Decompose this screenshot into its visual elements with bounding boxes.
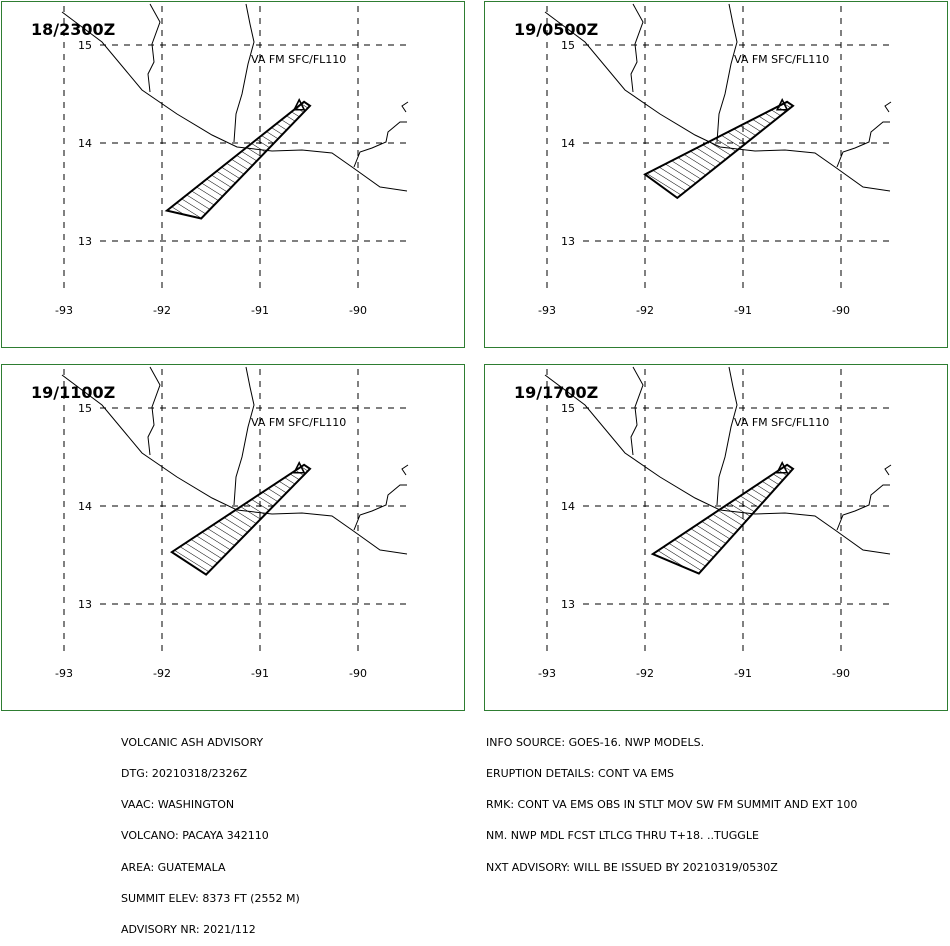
advisory-line: NXT ADVISORY: WILL BE ISSUED BY 20210319…	[486, 860, 778, 874]
longitude-label: -90	[349, 667, 367, 680]
map-canvas: -93 -92 -91 -90 15 14 13	[538, 366, 892, 680]
country-border	[716, 3, 738, 143]
ash-cloud-polygon	[164, 100, 312, 220]
latitude-label: 14	[78, 500, 92, 513]
latitude-label: 15	[561, 39, 575, 52]
advisory-line: DTG: 20210318/2326Z	[121, 767, 248, 781]
advisory-line: VOLCANO: PACAYA 342110	[121, 829, 269, 843]
flight-level-label: VA FM SFC/FL110	[251, 53, 347, 66]
forecast-time-label: 18/2300Z	[31, 20, 116, 39]
country-border	[401, 101, 409, 113]
ash-cloud-polygon	[643, 100, 795, 200]
advisory-line: AREA: GUATEMALA	[121, 860, 226, 874]
map-canvas: -93 -92 -91 -90 15 14 13	[55, 3, 409, 317]
ash-cloud-polygon	[650, 463, 795, 575]
forecast-panel-4: -93 -92 -91 -90 15 14 13 19/1700Z VA FM SFC/FL11…	[484, 364, 948, 711]
flight-level-label: VA FM SFC/FL110	[734, 53, 830, 66]
longitude-label: -90	[832, 304, 850, 317]
country-border	[836, 121, 890, 168]
latitude-label: 14	[561, 500, 575, 513]
advisory-text-right: INFO SOURCE: GOES-16. NWP MODELS. ERUPTI…	[486, 717, 857, 883]
longitude-label: -93	[55, 304, 73, 317]
latitude-label: 15	[561, 402, 575, 415]
advisory-line: RMK: CONT VA EMS OBS IN STLT MOV SW FM S…	[486, 798, 858, 812]
volcano-triangle-icon	[775, 97, 789, 111]
latitude-label: 15	[78, 402, 92, 415]
forecast-time-label: 19/1100Z	[31, 383, 116, 402]
country-border	[233, 3, 255, 143]
country-border	[884, 101, 892, 113]
latitude-label: 15	[78, 39, 92, 52]
advisory-line: SUMMIT ELEV: 8373 FT (2552 M)	[121, 891, 300, 905]
longitude-label: -92	[153, 304, 171, 317]
latitude-label: 13	[78, 235, 92, 248]
latitude-label: 13	[78, 598, 92, 611]
volcano-triangle-icon	[775, 460, 789, 474]
country-border	[401, 464, 409, 476]
longitude-label: -91	[251, 667, 269, 680]
volcano-triangle-icon	[292, 460, 306, 474]
longitude-label: -91	[734, 667, 752, 680]
longitude-label: -93	[55, 667, 73, 680]
country-border	[147, 3, 161, 93]
advisory-line: NM. NWP MDL FCST LTLCG THRU T+18. ..TUGG…	[486, 829, 759, 843]
advisory-line: VAAC: WASHINGTON	[121, 798, 235, 812]
forecast-panel-3: -93 -92 -91 -90 15 14 13 19/1100Z VA FM SFC/FL11…	[1, 364, 465, 711]
advisory-line: ERUPTION DETAILS: CONT VA EMS	[486, 767, 675, 781]
longitude-label: -90	[349, 304, 367, 317]
advisory-line: INFO SOURCE: GOES-16. NWP MODELS.	[486, 735, 705, 749]
advisory-line: VOLCANIC ASH ADVISORY	[121, 735, 264, 749]
latitude-label: 14	[78, 137, 92, 150]
longitude-label: -91	[734, 304, 752, 317]
flight-level-label: VA FM SFC/FL110	[251, 416, 347, 429]
country-border	[884, 464, 892, 476]
country-border	[353, 484, 407, 531]
country-border	[630, 3, 644, 93]
map-canvas: -93 -92 -91 -90 15 14 13	[55, 366, 409, 680]
forecast-time-label: 19/1700Z	[514, 383, 599, 402]
map-canvas: -93 -92 -91 -90 15 14 13	[538, 3, 892, 317]
country-border	[147, 366, 161, 456]
forecast-panel-1: -93 -92 -91 -90 15 14 13 18/2300Z VA FM SFC/FL11…	[1, 1, 465, 348]
latitude-label: 13	[561, 598, 575, 611]
longitude-label: -91	[251, 304, 269, 317]
longitude-label: -93	[538, 304, 556, 317]
longitude-label: -92	[153, 667, 171, 680]
country-border	[716, 366, 738, 506]
latitude-label: 14	[561, 137, 575, 150]
longitude-label: -90	[832, 667, 850, 680]
longitude-label: -92	[636, 304, 654, 317]
latitude-label: 13	[561, 235, 575, 248]
volcano-triangle-icon	[292, 97, 306, 111]
longitude-label: -93	[538, 667, 556, 680]
country-border	[353, 121, 407, 168]
advisory-text-left: VOLCANIC ASH ADVISORY DTG: 20210318/2326…	[121, 717, 300, 946]
flight-level-label: VA FM SFC/FL110	[734, 416, 830, 429]
ash-cloud-polygon	[169, 463, 312, 576]
forecast-panel-2: -93 -92 -91 -90 15 14 13 19/0500Z VA FM SFC/FL11…	[484, 1, 948, 348]
forecast-time-label: 19/0500Z	[514, 20, 599, 39]
country-border	[836, 484, 890, 531]
advisory-line: ADVISORY NR: 2021/112	[121, 923, 256, 937]
country-border	[630, 366, 644, 456]
country-border	[233, 366, 255, 506]
longitude-label: -92	[636, 667, 654, 680]
